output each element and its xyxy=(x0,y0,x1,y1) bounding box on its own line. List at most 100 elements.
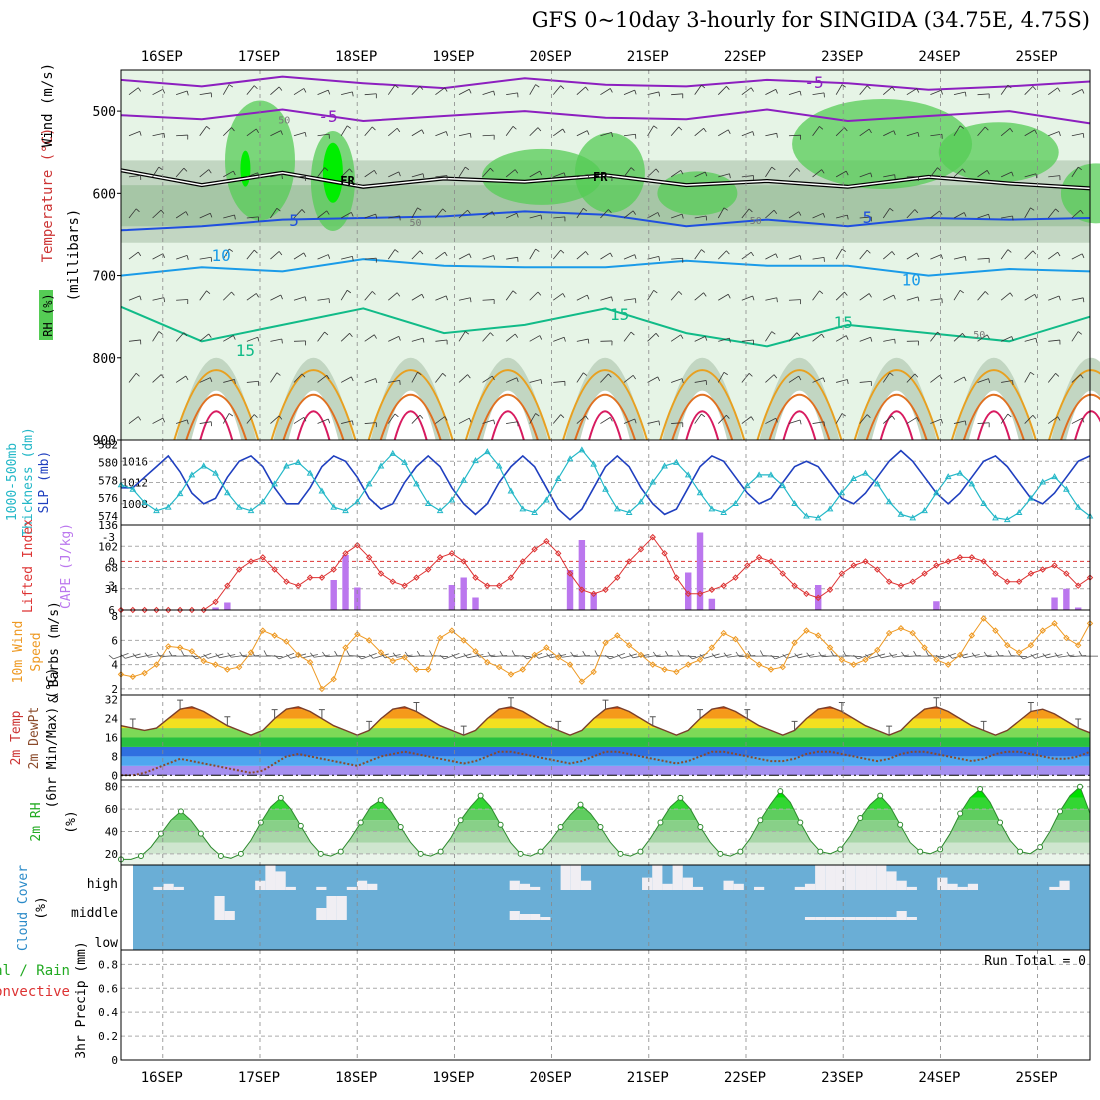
wind-barb-staff xyxy=(458,331,466,342)
wind-barb xyxy=(647,376,661,383)
temp-minmax-bar xyxy=(1075,718,1082,729)
slp-ylabel: SLP (mb) xyxy=(37,451,52,514)
wind-speed-marker xyxy=(909,629,916,637)
rh-marker xyxy=(157,830,164,837)
wind-barb-flag xyxy=(799,90,802,96)
thickness-marker xyxy=(271,480,278,487)
wind-barb-flag xyxy=(326,210,330,215)
li-ytick: -3 xyxy=(102,531,115,544)
wind-barb-flag xyxy=(208,169,212,174)
wind-barb-staff xyxy=(930,254,942,260)
wind-barb-flag xyxy=(349,333,353,337)
wind-barb-staff xyxy=(600,252,611,260)
wind-barb-staff xyxy=(671,93,683,96)
wind-barb-flag xyxy=(465,331,470,335)
temp-minmax-bar xyxy=(649,716,656,726)
wind-barb xyxy=(623,298,637,304)
wind-barb-staff xyxy=(175,211,187,219)
wind-barb-flag xyxy=(611,340,613,346)
wind-barb xyxy=(411,86,424,95)
rh-color-band xyxy=(121,842,1090,854)
wind-barb-flag xyxy=(984,291,989,295)
wind-barb-flag xyxy=(891,415,896,420)
rh-marker xyxy=(697,823,704,830)
surface-wind-barb-flag xyxy=(522,654,528,660)
isotherm-30 xyxy=(685,410,720,441)
wind-speed-marker xyxy=(413,666,420,673)
lifted-index-marker xyxy=(1051,562,1058,569)
wind-barb-flag xyxy=(422,338,425,343)
wind-barb xyxy=(859,85,871,95)
wind-barb-staff xyxy=(694,84,702,95)
rh-marker xyxy=(877,792,884,799)
surface-wind-barb-flag xyxy=(711,653,717,659)
wind-barb-flag xyxy=(467,209,471,214)
wind-barb-flag xyxy=(535,413,540,417)
wind-barb-staff xyxy=(1000,413,1009,424)
wind-barb-flag xyxy=(512,126,517,130)
wind-barb xyxy=(223,214,236,220)
wind-barb-flag xyxy=(137,87,142,92)
wind-barb xyxy=(859,172,873,178)
wind-barb xyxy=(953,256,967,261)
wind-speed-marker xyxy=(874,646,881,654)
cape-ylabel: CAPE (J/kg) xyxy=(59,523,74,609)
wind-barb-flag xyxy=(468,253,472,259)
wind-barb-staff xyxy=(882,208,891,219)
wind-barb-staff xyxy=(694,292,704,301)
wind-barb xyxy=(529,291,542,301)
wind-barb xyxy=(1000,413,1012,424)
wind-barb-staff xyxy=(647,212,659,219)
wind-speed-marker xyxy=(330,676,337,683)
wind-barb-flag xyxy=(1081,418,1085,423)
wind-barb-flag xyxy=(653,125,658,129)
wind-barb-staff xyxy=(505,169,516,178)
cape-ytick: 102 xyxy=(98,540,118,553)
surface-wind-barb-flag xyxy=(334,650,338,657)
wind-barb-staff xyxy=(553,293,564,301)
wind-barb xyxy=(341,91,354,97)
wind-barb-staff xyxy=(293,209,303,219)
wind-barb xyxy=(1000,336,1014,342)
wind-barb-flag xyxy=(963,212,967,217)
cloud-middle-gap xyxy=(815,917,826,920)
wind-speed-marker xyxy=(897,625,905,632)
wind-barb xyxy=(270,174,283,180)
wind-barb-flag xyxy=(1057,87,1061,92)
surface-wind-barb xyxy=(877,653,898,659)
isotherm-20 xyxy=(756,369,843,441)
wind-barb-staff xyxy=(765,88,776,96)
wind-barb-staff xyxy=(223,214,235,219)
wind-barb-staff xyxy=(293,373,303,383)
wind-barb-flag xyxy=(964,91,967,97)
surface-wind-barb-flag xyxy=(830,650,835,657)
wind-barb xyxy=(364,126,376,137)
wind-barb-staff xyxy=(128,339,141,342)
isotherm-label: 10 xyxy=(902,270,921,289)
surface-wind-barb-flag xyxy=(677,650,681,656)
wind-barb-flag xyxy=(301,373,306,378)
upper-air-ylabel-units: (millibars) xyxy=(66,209,82,302)
wind-barb xyxy=(270,372,281,383)
wind-barb xyxy=(953,91,967,97)
wind-barb-flag xyxy=(1082,297,1085,303)
surface-wind-barb-staff xyxy=(727,654,744,658)
cloud-high-gap xyxy=(855,865,867,890)
wind-barb-flag xyxy=(845,170,849,176)
cape-bar xyxy=(1063,588,1070,610)
wind-barb xyxy=(883,415,896,424)
cape-bar xyxy=(566,570,574,610)
wind-barb-staff xyxy=(388,215,400,219)
thickness-marker xyxy=(176,490,184,497)
wind-barb-staff xyxy=(788,90,801,96)
lifted-index-marker xyxy=(1004,578,1011,585)
wind-barb-flag xyxy=(1007,249,1012,253)
thickness-marker xyxy=(980,499,987,507)
wind-barb-flag xyxy=(940,90,943,95)
wind-barb-staff xyxy=(788,299,801,301)
thickness-marker xyxy=(460,476,468,483)
wind-barb-staff xyxy=(435,251,446,260)
thickness-marker xyxy=(1039,478,1047,485)
wind-barb-flag xyxy=(493,135,495,140)
cloud-high-gap xyxy=(886,871,897,890)
